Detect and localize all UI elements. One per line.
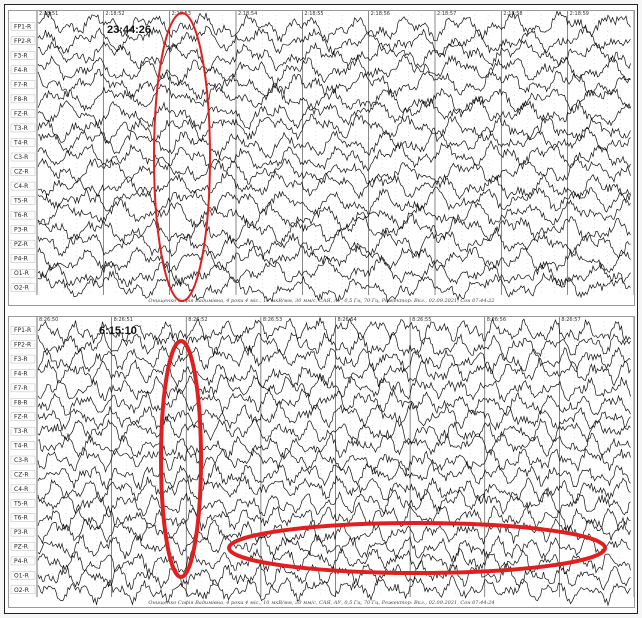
eeg-trace bbox=[37, 155, 631, 189]
event-timestamp: 23:44:26 bbox=[107, 24, 151, 36]
eeg-trace bbox=[37, 429, 631, 460]
eeg-trace bbox=[37, 256, 631, 288]
eeg-trace bbox=[37, 24, 631, 56]
eeg-trace bbox=[37, 11, 631, 44]
eeg-trace bbox=[37, 227, 631, 261]
channel-label: F4-R bbox=[14, 67, 28, 74]
eeg-trace bbox=[37, 54, 631, 87]
eeg-trace bbox=[37, 169, 631, 204]
second-tick-label: 2:18:57 bbox=[437, 11, 456, 17]
channel-label: FZ-R bbox=[14, 414, 28, 421]
channel-label: FP2-R bbox=[14, 38, 31, 45]
eeg-trace bbox=[37, 401, 631, 431]
channel-label: O1-R bbox=[14, 572, 29, 579]
channel-label: F7-R bbox=[14, 81, 28, 88]
channel-label: FZ-R bbox=[14, 110, 28, 117]
eeg-trace bbox=[37, 139, 631, 172]
channel-label: T4-R bbox=[13, 443, 28, 450]
channel-label: P4-R bbox=[14, 256, 28, 263]
recording-footer: Онищенко Софія Вадимівна, 4 роки 4 міс.,… bbox=[148, 297, 494, 304]
second-tick-label: 2:18:56 bbox=[371, 11, 390, 17]
recording-footer: Онищенко Софія Вадимівна, 4 роки 4 міс.,… bbox=[148, 599, 494, 606]
channel-label: T3-R bbox=[13, 125, 28, 132]
eeg-trace bbox=[37, 113, 631, 145]
eeg-trace bbox=[37, 317, 631, 345]
eeg-trace bbox=[37, 357, 631, 389]
eeg-trace bbox=[37, 96, 631, 131]
channel-label: F3-R bbox=[14, 52, 28, 59]
channel-label: C4-R bbox=[14, 183, 28, 190]
eeg-trace bbox=[37, 241, 631, 274]
eeg-trace bbox=[37, 184, 631, 217]
channel-label: T3-R bbox=[13, 428, 28, 435]
channel-label: O2-R bbox=[14, 587, 29, 594]
second-tick-label: 2:18:59 bbox=[570, 11, 589, 17]
eeg-trace bbox=[37, 501, 631, 533]
channel-label: F8-R bbox=[14, 399, 28, 406]
eeg-trace bbox=[37, 125, 631, 159]
second-tick-label: 8:26:54 bbox=[338, 317, 357, 323]
eeg-trace bbox=[37, 82, 631, 115]
channel-label: F8-R bbox=[14, 96, 28, 103]
channel-label: PZ-R bbox=[14, 241, 28, 248]
second-tick-label: 2:18:55 bbox=[304, 11, 323, 17]
second-tick-label: 8:26:57 bbox=[561, 317, 580, 323]
channel-label: F4-R bbox=[14, 370, 28, 377]
eeg-trace bbox=[37, 574, 631, 607]
eeg-trace bbox=[37, 373, 631, 403]
channel-label: FP2-R bbox=[14, 342, 31, 349]
second-tick-label: 8:26:50 bbox=[39, 317, 58, 323]
second-tick-label: 8:26:51 bbox=[114, 317, 133, 323]
second-tick-label: 8:26:56 bbox=[487, 317, 506, 323]
eeg-trace bbox=[37, 488, 631, 518]
eeg-trace bbox=[37, 198, 631, 230]
channel-label: T6-R bbox=[13, 212, 28, 219]
channel-label: T5-R bbox=[13, 198, 28, 205]
event-timestamp: 6:15:10 bbox=[99, 325, 137, 337]
eeg-trace bbox=[37, 68, 631, 101]
eeg-trace bbox=[37, 344, 631, 374]
eeg-trace bbox=[37, 269, 631, 304]
channel-label: T4-R bbox=[13, 139, 28, 146]
channel-label: T6-R bbox=[13, 515, 28, 522]
second-tick-label: 8:26:55 bbox=[412, 317, 431, 323]
channel-label: CZ-R bbox=[14, 169, 29, 176]
eeg-panel-top: 2:18:51 2:18:52 2:18:53 2:18:54 2:18:55 2:18:… bbox=[8, 10, 635, 306]
highlight-ellipse bbox=[227, 521, 607, 575]
second-tick-label: 2:18:52 bbox=[105, 11, 124, 17]
second-tick-label: 2:18:54 bbox=[238, 11, 257, 17]
eeg-trace bbox=[37, 387, 631, 416]
eeg-trace bbox=[37, 331, 631, 360]
eeg-trace bbox=[37, 415, 631, 447]
channel-label: C3-R bbox=[14, 154, 28, 161]
eeg-trace bbox=[37, 37, 631, 72]
channel-label: PZ-R bbox=[14, 544, 28, 551]
channel-label: O2-R bbox=[14, 285, 29, 292]
channel-label: C3-R bbox=[14, 457, 28, 464]
channel-label: FP1-R bbox=[14, 327, 31, 334]
channel-label: P4-R bbox=[14, 558, 28, 565]
channel-label: P3-R bbox=[14, 529, 28, 536]
channel-label: O1-R bbox=[14, 270, 29, 277]
channel-label: C4-R bbox=[14, 486, 28, 493]
channel-label: CZ-R bbox=[14, 471, 29, 478]
highlight-ellipse bbox=[159, 339, 203, 579]
eeg-trace bbox=[37, 474, 631, 505]
channel-label: FP1-R bbox=[14, 23, 31, 30]
highlight-ellipse bbox=[153, 12, 211, 302]
second-tick-label: 8:26:53 bbox=[263, 317, 282, 323]
eeg-trace bbox=[37, 445, 631, 478]
eeg-trace bbox=[37, 533, 631, 564]
channel-label: P3-R bbox=[14, 227, 28, 234]
channel-label: F3-R bbox=[14, 356, 28, 363]
eeg-recording-bottom: 8:26:50 8:26:51 8:26:52 8:26:53 8:26:54 8:26:… bbox=[10, 317, 634, 607]
eeg-recording-top: 2:18:51 2:18:52 2:18:53 2:18:54 2:18:55 2:18:… bbox=[10, 11, 634, 304]
channel-label: F7-R bbox=[14, 385, 28, 392]
channel-label: T5-R bbox=[13, 500, 28, 507]
eeg-trace bbox=[37, 458, 631, 491]
second-tick-label: 2:18:51 bbox=[39, 11, 58, 17]
eeg-panel-bottom: 8:26:50 8:26:51 8:26:52 8:26:53 8:26:54 8:26:… bbox=[8, 316, 635, 608]
